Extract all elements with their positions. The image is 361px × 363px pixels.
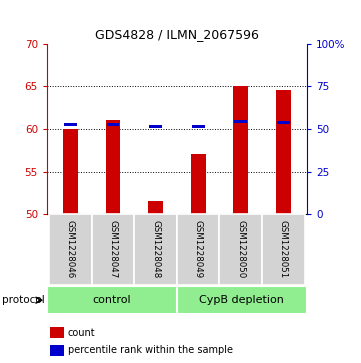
Bar <box>148 201 163 214</box>
Bar <box>233 86 248 214</box>
Text: percentile rank within the sample: percentile rank within the sample <box>68 345 233 355</box>
Bar <box>49 345 64 356</box>
Title: GDS4828 / ILMN_2067596: GDS4828 / ILMN_2067596 <box>95 28 259 41</box>
Bar <box>262 214 305 285</box>
Text: GSM1228050: GSM1228050 <box>236 220 245 279</box>
Text: protocol: protocol <box>2 295 44 305</box>
Bar <box>134 214 177 285</box>
Bar <box>63 129 78 214</box>
Bar <box>105 120 121 214</box>
Bar <box>106 123 119 126</box>
Text: GSM1228049: GSM1228049 <box>194 220 203 279</box>
Bar <box>177 214 219 285</box>
Bar <box>47 286 177 314</box>
Bar <box>192 125 205 128</box>
Bar <box>49 327 64 338</box>
Bar <box>92 214 134 285</box>
Text: GSM1228046: GSM1228046 <box>66 220 75 279</box>
Bar <box>277 121 290 123</box>
Bar <box>191 154 206 214</box>
Text: count: count <box>68 328 95 338</box>
Text: GSM1228051: GSM1228051 <box>279 220 288 279</box>
Bar <box>149 125 162 128</box>
Bar <box>64 123 77 126</box>
Bar <box>177 286 307 314</box>
Bar <box>276 90 291 214</box>
Text: control: control <box>93 295 131 305</box>
Text: GSM1228048: GSM1228048 <box>151 220 160 279</box>
Text: GSM1228047: GSM1228047 <box>108 220 117 279</box>
Bar <box>234 120 247 123</box>
Bar <box>219 214 262 285</box>
Bar <box>49 214 92 285</box>
Text: CypB depletion: CypB depletion <box>199 295 284 305</box>
